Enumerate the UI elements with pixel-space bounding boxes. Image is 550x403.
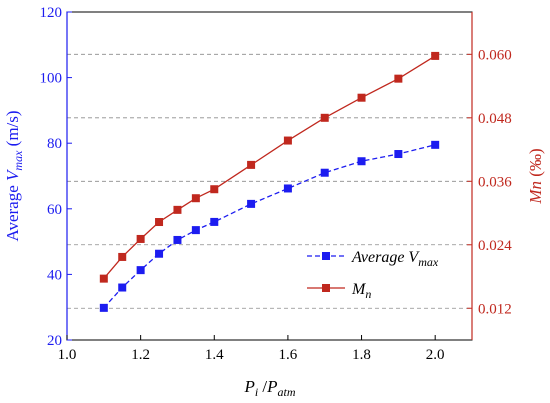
legend-label-mn: Mn [351,281,371,301]
plot-frame [66,11,473,341]
y-left-axis: 20 40 60 80 100 120 [40,5,72,349]
data-point-vmax [320,168,329,177]
data-point-vmax [283,184,292,193]
y-left-tick-label: 20 [47,333,62,349]
series-layer [99,51,440,312]
data-point-mn [394,74,403,83]
data-point-vmax [155,249,164,258]
data-point-mn [431,51,440,60]
x-axis-title: Pi /Patm [243,377,295,399]
data-point-vmax [173,235,182,244]
y-left-tick-label: 120 [40,5,63,21]
data-point-vmax [210,217,219,226]
legend-marker-mn [322,284,330,292]
legend-marker-vmax [322,252,330,260]
y-left-tick-label: 60 [47,202,62,218]
data-point-mn [136,234,145,243]
data-point-vmax [247,199,256,208]
x-tick-label: 1.4 [205,347,224,363]
y-left-tick-label: 100 [40,71,63,87]
data-point-mn [155,218,164,227]
data-point-mn [283,136,292,145]
y-right-tick-label: 0.012 [478,301,512,317]
data-point-vmax [99,303,108,312]
x-tick-label: 1.6 [279,347,298,363]
data-point-vmax [136,266,145,275]
data-point-mn [191,194,200,203]
data-point-vmax [118,283,127,292]
series-line-mn [103,55,436,280]
data-point-mn [247,160,256,169]
y-right-tick-label: 0.024 [478,238,512,254]
y-right-tick-label: 0.036 [478,174,512,190]
data-point-vmax [191,226,200,235]
y-right-axis: 0.012 0.024 0.036 0.048 0.060 [467,47,512,317]
y-left-axis-title: Average Vmax (m/s) [3,110,25,241]
y-left-tick-label: 80 [47,136,62,152]
data-point-vmax [431,140,440,149]
x-axis: 1.0 1.2 1.4 1.6 1.8 2.0 [58,335,445,363]
y-right-tick-label: 0.060 [478,47,512,63]
data-point-mn [173,205,182,214]
y-right-axis-title: Mn (‰) [526,148,545,204]
data-point-mn [118,252,127,261]
data-point-mn [320,113,329,122]
x-tick-label: 1.2 [131,347,150,363]
data-point-mn [210,185,219,194]
x-tick-label: 1.8 [352,347,371,363]
x-tick-label: 2.0 [426,347,445,363]
grid-lines [67,53,472,309]
y-left-tick-label: 40 [47,267,62,283]
data-point-vmax [357,157,366,166]
data-point-mn [99,274,108,283]
data-point-vmax [394,150,403,159]
x-tick-label: 1.0 [58,347,77,363]
data-point-mn [357,93,366,102]
legend-label-vmax: Average Vmax [351,249,439,269]
y-right-tick-label: 0.048 [478,111,512,127]
legend: Average Vmax Mn [307,249,439,301]
